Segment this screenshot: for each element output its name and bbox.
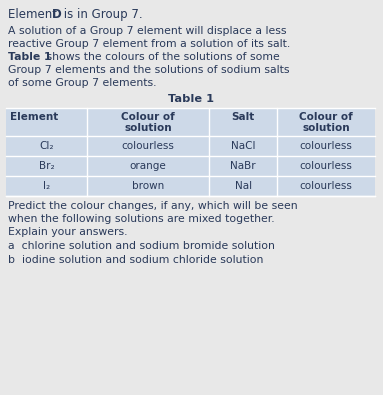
Text: D: D [52, 8, 62, 21]
Text: colourless: colourless [300, 181, 352, 191]
Text: Colour of: Colour of [121, 112, 175, 122]
Text: Cl₂: Cl₂ [39, 141, 54, 151]
Text: NaBr: NaBr [230, 161, 256, 171]
Text: Table 1: Table 1 [169, 94, 214, 104]
Text: solution: solution [124, 123, 172, 133]
Text: Explain your answers.: Explain your answers. [8, 227, 128, 237]
Text: colourless: colourless [122, 141, 175, 151]
Text: reactive Group 7 element from a solution of its salt.: reactive Group 7 element from a solution… [8, 39, 290, 49]
Text: Predict the colour changes, if any, which will be seen: Predict the colour changes, if any, whic… [8, 201, 298, 211]
Text: colourless: colourless [300, 141, 352, 151]
Text: Group 7 elements and the solutions of sodium salts: Group 7 elements and the solutions of so… [8, 65, 290, 75]
Text: NaCl: NaCl [231, 141, 255, 151]
Text: A solution of a Group 7 element will displace a less: A solution of a Group 7 element will dis… [8, 26, 286, 36]
Text: Br₂: Br₂ [39, 161, 54, 171]
Text: Element: Element [8, 8, 61, 21]
Text: when the following solutions are mixed together.: when the following solutions are mixed t… [8, 214, 275, 224]
Text: brown: brown [132, 181, 164, 191]
Text: is in Group 7.: is in Group 7. [60, 8, 142, 21]
Text: Element: Element [10, 112, 58, 122]
Text: NaI: NaI [234, 181, 252, 191]
FancyBboxPatch shape [6, 108, 375, 196]
Text: of some Group 7 elements.: of some Group 7 elements. [8, 78, 157, 88]
Text: a  chlorine solution and sodium bromide solution: a chlorine solution and sodium bromide s… [8, 241, 275, 251]
Text: Colour of: Colour of [299, 112, 353, 122]
Text: solution: solution [302, 123, 350, 133]
Text: I₂: I₂ [43, 181, 50, 191]
Text: Salt: Salt [231, 112, 255, 122]
Text: colourless: colourless [300, 161, 352, 171]
Text: b  iodine solution and sodium chloride solution: b iodine solution and sodium chloride so… [8, 255, 264, 265]
Text: shows the colours of the solutions of some: shows the colours of the solutions of so… [43, 52, 280, 62]
Text: orange: orange [130, 161, 167, 171]
Text: Table 1: Table 1 [8, 52, 51, 62]
